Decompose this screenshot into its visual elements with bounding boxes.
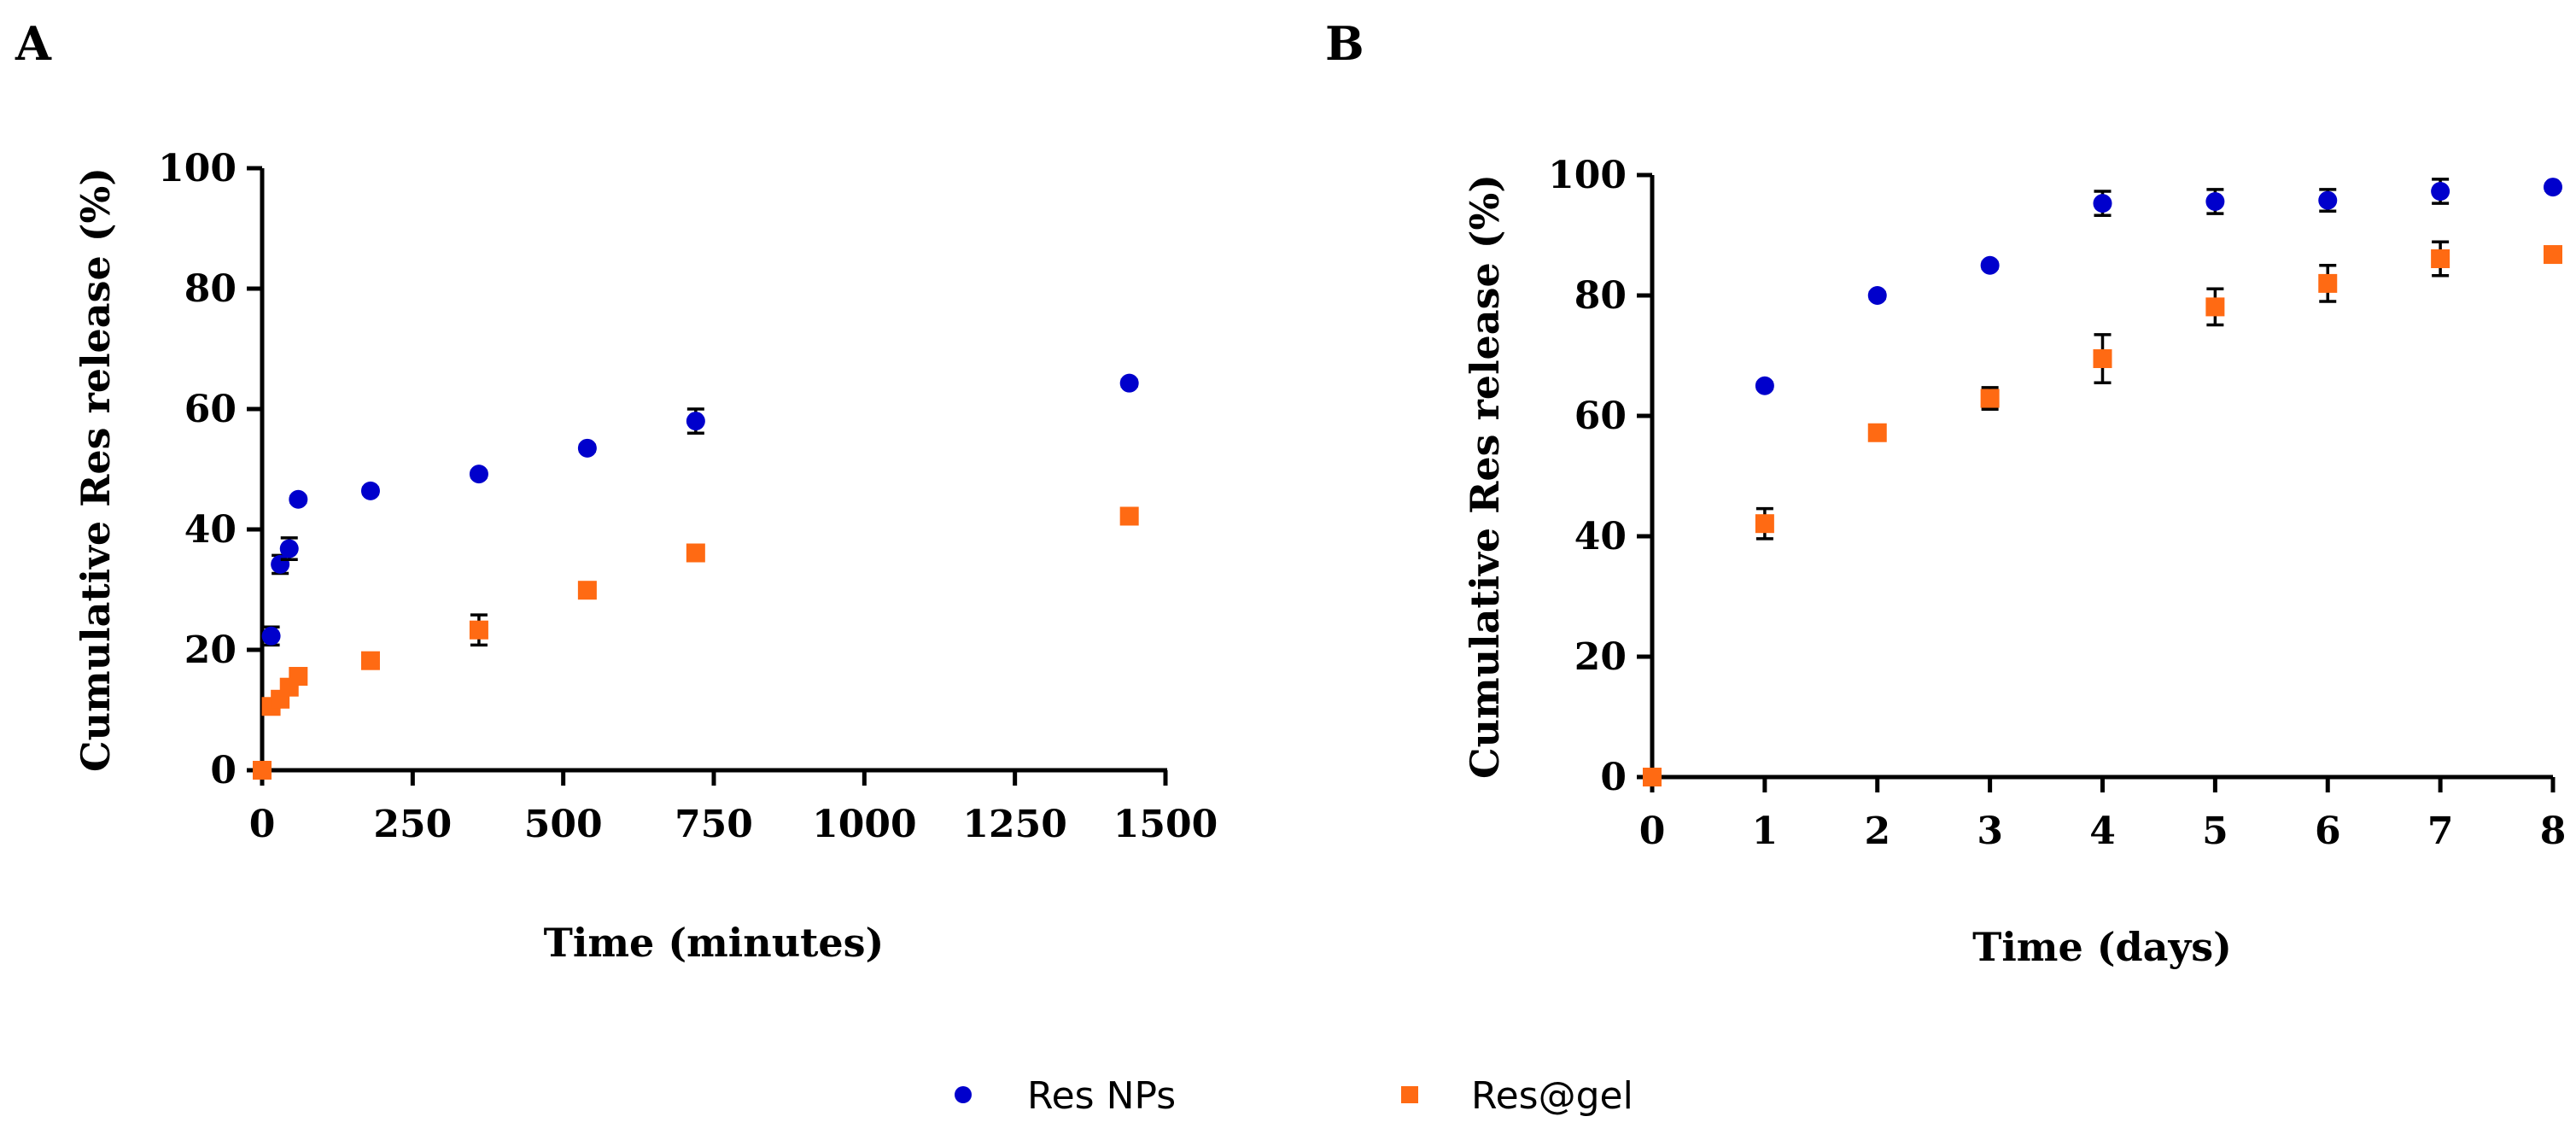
panel-b-x-tick-label-4: 4 [2089, 810, 2116, 853]
panel-b-axes [1650, 175, 2553, 780]
panel-b-y-tick-label-0: 0 [1600, 756, 1627, 799]
panel-b-x-tick-label-0: 0 [1639, 810, 1666, 853]
panel-a-res-gel-point-8 [686, 543, 705, 563]
panel-a-res-gel-point-5 [360, 651, 380, 670]
panel-a-res-nps-point-3 [279, 539, 299, 558]
panel-b-x-tick-label-6: 6 [2315, 810, 2341, 853]
panel-b-y-label: Cumulative Res release (%) [1462, 174, 1508, 779]
panel-b: B 0 1 2 3 4 5 6 7 8 0 20 40 60 80 100 Time (days) Cum… [1325, 16, 2566, 970]
panel-a-res-gel-point-9 [1119, 506, 1139, 526]
panel-b-x-ticks: 0 1 2 3 4 5 6 7 8 [1639, 777, 2567, 853]
panel-b-res-gel-point-0 [1643, 768, 1662, 786]
panel-b-series [1643, 178, 2562, 786]
panel-a-y-tick-label-3: 60 [184, 388, 237, 431]
panel-a-res-nps-point-4 [289, 489, 308, 509]
panel-b-y-tick-label-2: 40 [1574, 515, 1627, 558]
panel-a-x-ticks: 0 250 500 750 1000 1250 1500 [249, 770, 1218, 846]
panel-b-res-nps-point-8 [2544, 178, 2562, 197]
panel-b-x-tick-label-2: 2 [1864, 810, 1890, 853]
panel-a-y-tick-label-0: 0 [210, 749, 237, 792]
panel-b-res-nps-point-1 [1755, 376, 1774, 395]
panel-b-letter: B [1325, 16, 1364, 71]
panel-b-x-tick-label-7: 7 [2427, 810, 2454, 853]
panel-b-res-nps-point-5 [2205, 192, 2225, 212]
panel-b-y-tick-label-3: 60 [1574, 395, 1627, 438]
panel-a-x-tick-label-4: 1000 [812, 803, 916, 846]
panel-a-res-gel-point-0 [253, 761, 272, 780]
panel-b-res-nps-point-6 [2318, 190, 2338, 210]
panel-a-x-tick-label-2: 500 [524, 803, 603, 846]
panel-b-y-ticks: 0 20 40 60 80 100 [1548, 154, 1652, 799]
panel-b-series-res-nps [1643, 178, 2562, 786]
panel-a-res-nps-point-6 [469, 465, 488, 484]
panel-a-res-nps-point-2 [271, 554, 290, 574]
legend-marker-res-nps [955, 1086, 972, 1103]
panel-a-y-ticks: 0 20 40 60 80 100 [158, 147, 262, 792]
panel-b-x-tick-label-5: 5 [2202, 810, 2228, 853]
panel-b-x-label: Time (days) [1972, 924, 2232, 970]
panel-a-axes [260, 168, 1167, 773]
legend-label-res-nps: Res NPs [1027, 1074, 1176, 1118]
panel-a-res-gel-point-4 [289, 667, 308, 687]
panel-a-y-tick-label-5: 100 [158, 147, 237, 190]
panel-b-res-gel-point-8 [2544, 245, 2562, 265]
panel-b-x-tick-label-1: 1 [1752, 810, 1779, 853]
panel-a-x-tick-label-6: 1500 [1113, 803, 1218, 846]
panel-b-res-nps-point-2 [1867, 286, 1887, 305]
panel-b-res-gel-point-7 [2431, 248, 2450, 268]
panel-a-res-nps-point-8 [686, 412, 705, 431]
panel-b-y-tick-label-1: 20 [1574, 635, 1627, 679]
panel-b-res-gel-point-6 [2318, 273, 2338, 293]
panel-b-res-gel-point-5 [2205, 297, 2225, 317]
legend-marker-res-gel [1401, 1086, 1418, 1103]
legend-label-res-gel: Res@gel [1471, 1074, 1633, 1118]
panel-a-y-tick-label-2: 40 [184, 508, 237, 552]
panel-a-series-res-nps [253, 373, 1139, 780]
panel-a-res-nps-point-9 [1119, 373, 1139, 393]
panel-b-x-tick-label-3: 3 [1977, 810, 2003, 853]
panel-a-x-tick-label-0: 0 [249, 803, 276, 846]
panel-a-series [253, 373, 1139, 780]
panel-a-y-label: Cumulative Res release (%) [73, 167, 119, 772]
panel-b-res-gel-point-2 [1867, 423, 1887, 442]
panel-a-y-tick-label-1: 20 [184, 628, 237, 672]
panel-a-x-tick-label-1: 250 [373, 803, 452, 846]
panel-a-x-tick-label-3: 750 [675, 803, 753, 846]
panel-a-x-label: Time (minutes) [544, 920, 885, 966]
legend-item-res-gel: Res@gel [1401, 1074, 1633, 1118]
panel-b-res-gel-point-3 [1980, 389, 2000, 408]
panel-a: A 0 250 500 750 1000 1250 1500 0 20 40 60 80 100 Ti… [15, 16, 1218, 966]
legend: Res NPs Res@gel [955, 1074, 1633, 1118]
panel-b-res-nps-point-4 [2093, 194, 2112, 213]
panel-a-x-tick-label-5: 1250 [962, 803, 1066, 846]
panel-b-res-gel-point-1 [1755, 514, 1774, 534]
panel-a-res-gel-point-7 [577, 581, 597, 600]
panel-b-y-tick-label-5: 100 [1548, 154, 1627, 197]
panel-a-res-nps-point-7 [577, 438, 597, 458]
panel-b-x-tick-label-8: 8 [2540, 810, 2567, 853]
panel-a-res-nps-point-1 [261, 626, 281, 646]
panel-a-series-res-gel [253, 506, 1139, 780]
panel-a-letter: A [15, 16, 52, 71]
panel-b-res-gel-point-4 [2093, 349, 2112, 369]
legend-item-res-nps: Res NPs [955, 1074, 1176, 1118]
panel-b-res-nps-point-3 [1980, 255, 2000, 275]
panel-b-y-tick-label-4: 80 [1574, 274, 1627, 318]
panel-a-res-nps-point-5 [360, 481, 380, 500]
panel-b-res-nps-point-7 [2431, 182, 2450, 202]
panel-b-series-res-gel [1643, 240, 2562, 786]
panel-a-res-gel-point-6 [469, 620, 488, 640]
panel-a-y-tick-label-4: 80 [184, 267, 237, 311]
